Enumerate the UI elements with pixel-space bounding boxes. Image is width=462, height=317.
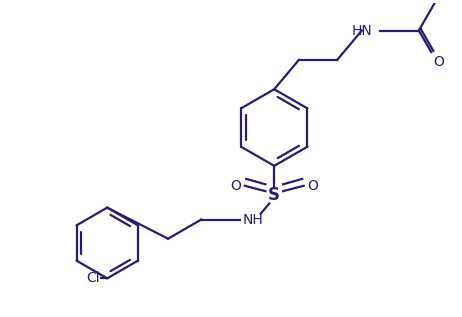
Text: O: O xyxy=(308,179,318,193)
Text: HN: HN xyxy=(352,23,372,37)
Text: O: O xyxy=(434,55,444,68)
Text: O: O xyxy=(230,179,241,193)
Text: Cl: Cl xyxy=(86,271,100,285)
Text: NH: NH xyxy=(243,213,264,227)
Text: S: S xyxy=(268,186,280,204)
